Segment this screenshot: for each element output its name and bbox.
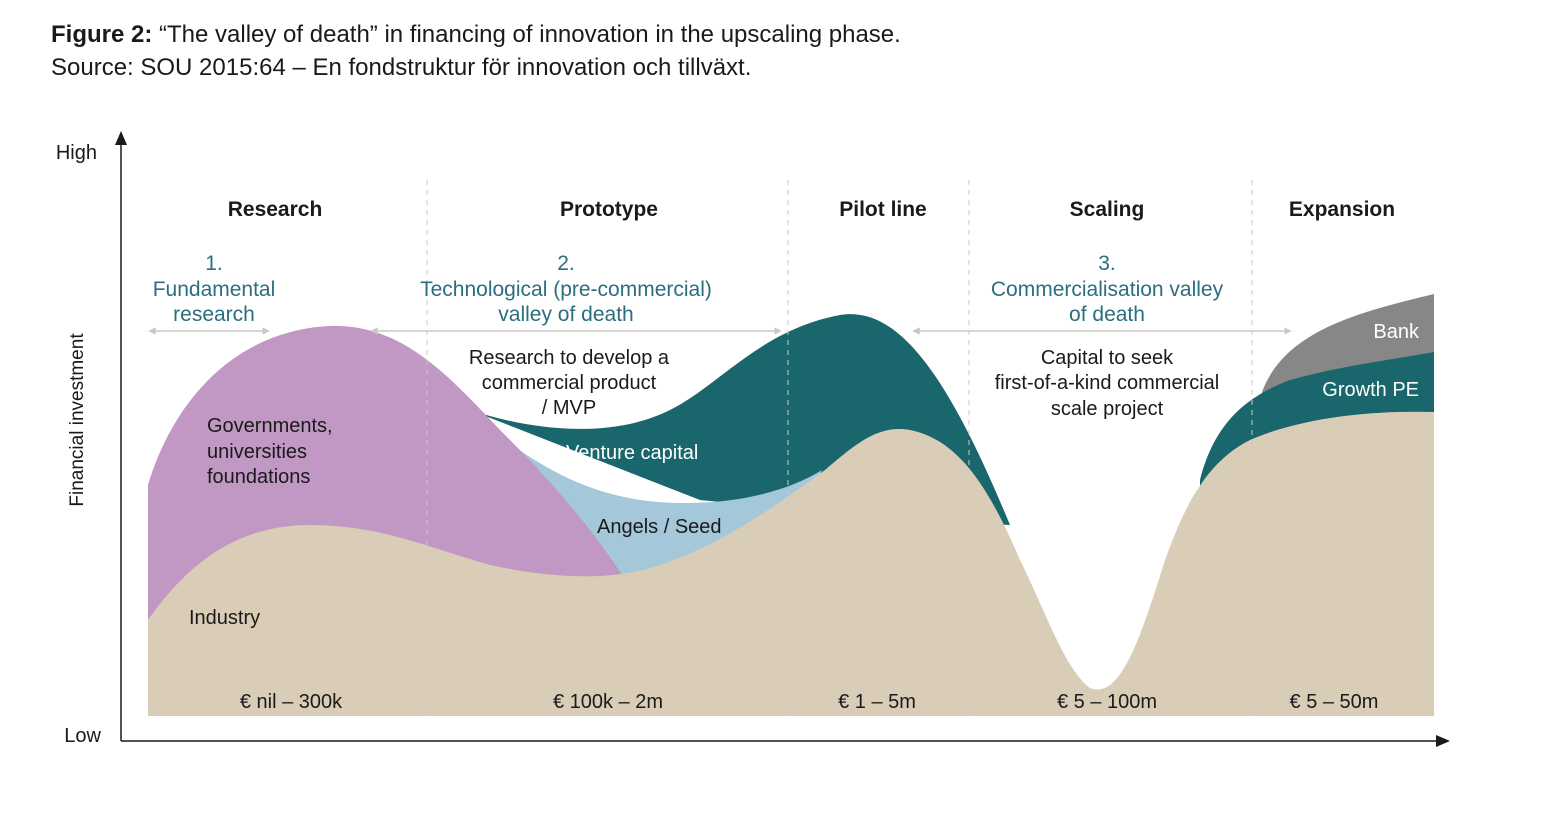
valley-3-line2: of death	[1069, 303, 1145, 326]
range-pilot-line: € 1 – 5m	[838, 691, 916, 713]
range-expansion: € 5 – 50m	[1290, 691, 1379, 713]
industry-area	[148, 411, 1434, 716]
prototype-description-line1: Research to develop a	[469, 347, 670, 369]
valley-3-number: 3.	[1098, 252, 1116, 275]
figure-caption: Figure 2: “The valley of death” in finan…	[51, 18, 901, 84]
caption-title-line: Figure 2: “The valley of death” in finan…	[51, 18, 901, 51]
prototype-description-line3: / MVP	[542, 397, 596, 419]
prototype-description-line2: commercial product	[482, 372, 657, 394]
y-high-label: High	[56, 142, 97, 164]
valley-1-line2: research	[173, 303, 255, 326]
valley-2-number: 2.	[557, 252, 575, 275]
range-research: € nil – 300k	[240, 691, 343, 713]
caption-title: “The valley of death” in financing of in…	[159, 21, 901, 48]
industry-label: Industry	[189, 607, 260, 629]
scaling-description-line2: first-of-a-kind commercial	[995, 372, 1219, 394]
valley-2-line2: valley of death	[498, 303, 633, 326]
x-axis-arrowhead	[1436, 735, 1450, 747]
angels-seed-label: Angels / Seed	[597, 516, 722, 538]
range-prototype: € 100k – 2m	[553, 691, 663, 713]
scaling-description-line3: scale project	[1051, 398, 1164, 420]
caption-source: Source: SOU 2015:64 – En fondstruktur fö…	[51, 54, 752, 81]
valley-2-line1: Technological (pre-commercial)	[420, 278, 712, 301]
stage-expansion: Expansion	[1289, 198, 1395, 221]
venture-capital-label: Venture capital	[566, 442, 698, 464]
stage-scaling: Scaling	[1070, 198, 1145, 221]
stage-prototype: Prototype	[560, 198, 658, 221]
governments-label-line2: universities	[207, 441, 307, 463]
valley-3-line1: Commercialisation valley	[991, 278, 1224, 301]
range-scaling: € 5 – 100m	[1057, 691, 1157, 713]
bank-label: Bank	[1373, 321, 1420, 343]
scaling-description-line1: Capital to seek	[1041, 347, 1174, 369]
valley-1-line1: Fundamental	[153, 278, 276, 301]
stage-pilot-line: Pilot line	[839, 198, 927, 221]
governments-label-line1: Governments,	[207, 415, 333, 437]
stage-research: Research	[228, 198, 323, 221]
y-axis-arrowhead	[115, 131, 127, 145]
y-axis-label: Financial investment	[67, 333, 88, 507]
valley-1-number: 1.	[205, 252, 223, 275]
growth-pe-label: Growth PE	[1322, 379, 1419, 401]
governments-label-line3: foundations	[207, 466, 310, 488]
caption-label: Figure 2:	[51, 21, 153, 48]
y-low-label: Low	[64, 725, 101, 747]
angels-seed-area	[505, 440, 822, 580]
